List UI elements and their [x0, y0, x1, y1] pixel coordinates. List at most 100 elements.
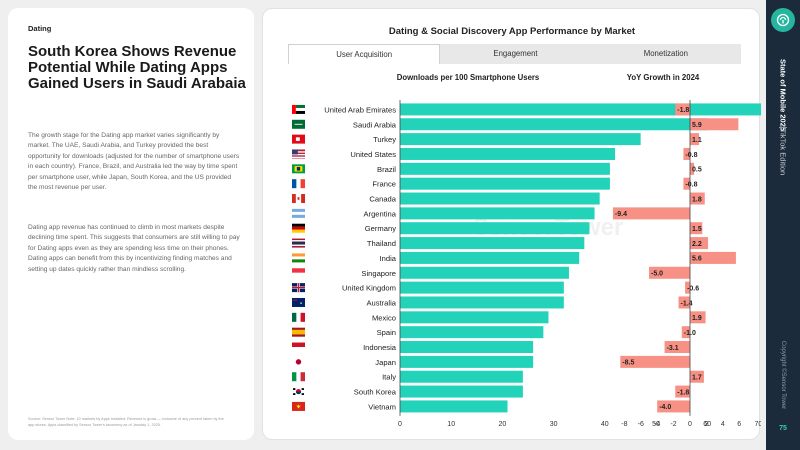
downloads-bar — [400, 370, 523, 383]
downloads-tick-label: 0 — [398, 421, 402, 428]
growth-data-label: 1.9 — [692, 315, 702, 322]
downloads-bar — [400, 296, 564, 309]
mexico-flag-icon-part — [300, 312, 305, 322]
brazil-flag-icon-part — [296, 167, 301, 171]
spain-flag-icon-part — [292, 334, 305, 337]
growth-bar — [675, 103, 690, 116]
spain-flag-icon — [292, 327, 305, 330]
report-title: State of Mobile 2025 — [778, 58, 788, 132]
singapore-flag-icon-part — [292, 272, 305, 278]
growth-data-label: -3.1 — [667, 345, 679, 352]
downloads-bar — [400, 147, 616, 160]
vietnam-flag-icon-star — [296, 403, 301, 409]
thailand-flag-icon — [292, 238, 305, 241]
growth-bar — [620, 355, 690, 368]
growth-tick-label: -2 — [670, 421, 676, 428]
downloads-bar — [400, 133, 641, 146]
usa-flag-icon-part — [292, 149, 298, 155]
uae-flag-icon-part — [295, 107, 305, 111]
category-label: Brazil — [377, 165, 396, 174]
downloads-tick-label: 50 — [652, 421, 660, 428]
growth-data-label: 2.2 — [692, 241, 702, 248]
growth-bar — [685, 281, 690, 294]
chart-panel: Dating & Social Discovery App Performanc… — [262, 8, 761, 440]
growth-data-label: -5.0 — [651, 271, 663, 278]
growth-bar — [690, 192, 705, 205]
growth-tick-label: 4 — [721, 421, 725, 428]
category-label: Canada — [369, 195, 396, 204]
growth-data-label: 0.5 — [692, 167, 702, 174]
category-label: South Korea — [354, 388, 397, 397]
usa-flag-icon-part — [292, 151, 305, 153]
growth-chart-title: YoY Growth in 2024 — [626, 73, 700, 82]
category-label: Vietnam — [368, 402, 396, 411]
tab-monetization[interactable]: Monetization — [643, 49, 688, 58]
growth-bar — [690, 370, 704, 383]
downloads-bar — [400, 281, 564, 294]
france-flag-icon-part — [300, 179, 305, 189]
growth-bar — [690, 118, 739, 131]
section-tag: Dating — [28, 24, 52, 33]
uk-flag-icon-part — [297, 283, 300, 293]
singapore-flag-icon — [292, 268, 305, 273]
downloads-bar — [400, 341, 534, 354]
germany-flag-icon-part — [292, 226, 305, 230]
edition-label: TikTok Edition — [778, 128, 788, 176]
growth-bar — [664, 341, 690, 354]
category-label: Turkey — [373, 135, 396, 144]
category-label: Japan — [375, 358, 396, 367]
category-label: Italy — [382, 373, 396, 382]
category-label: France — [372, 180, 396, 189]
south-korea-flag-icon-bottom — [295, 391, 302, 395]
growth-bar — [690, 251, 736, 264]
italy-flag-icon-part — [300, 372, 305, 382]
copyright: Copyright ©Sensor Tower — [780, 340, 786, 410]
downloads-chart-title: Downloads per 100 Smartphone Users — [396, 73, 540, 82]
italy-flag-icon-part — [296, 372, 301, 382]
downloads-bar — [400, 222, 590, 235]
downloads-bar — [400, 103, 761, 116]
downloads-bar — [400, 118, 708, 131]
downloads-tick-label: 30 — [550, 421, 558, 428]
uae-flag-icon-part — [295, 110, 305, 114]
turkey-flag-icon-part — [295, 137, 300, 141]
downloads-bar — [400, 207, 595, 220]
thailand-flag-icon-part — [292, 246, 305, 248]
tab-engagement[interactable]: Engagement — [493, 49, 538, 58]
growth-data-label: 5.9 — [692, 122, 702, 129]
category-label: United States — [350, 150, 396, 159]
downloads-bar — [400, 400, 508, 413]
downloads-bar — [400, 177, 610, 190]
downloads-tick-label: 10 — [447, 421, 455, 428]
side-bar: State of Mobile 2025 TikTok Edition Copy… — [766, 0, 800, 450]
growth-tick-label: -4 — [654, 421, 660, 428]
growth-bar — [612, 207, 690, 220]
growth-data-label: -4.0 — [659, 404, 671, 411]
growth-tick-label: 6 — [737, 421, 741, 428]
divider — [779, 127, 787, 128]
body-paragraph-1: The growth stage for the Dating app mark… — [28, 132, 240, 192]
category-label: Australia — [366, 298, 396, 307]
downloads-bar — [400, 266, 569, 279]
growth-bar — [690, 133, 700, 146]
category-label: Spain — [377, 328, 396, 337]
downloads-bar — [400, 311, 549, 324]
growth-bar — [690, 222, 703, 235]
growth-bar — [690, 311, 706, 324]
growth-tick-label: 0 — [688, 421, 692, 428]
indonesia-flag-icon-part — [292, 347, 305, 352]
category-label: Mexico — [372, 313, 396, 322]
category-label: India — [380, 254, 397, 263]
growth-bar — [649, 266, 690, 279]
canada-flag-icon-part — [297, 197, 300, 200]
growth-bar — [657, 400, 690, 413]
growth-data-label: -1.4 — [681, 300, 693, 307]
argentina-flag-icon — [292, 208, 305, 212]
growth-bar — [683, 147, 690, 160]
south-korea-flag-icon-part — [293, 393, 296, 395]
tab-user-acquisition[interactable]: User Acquisition — [288, 44, 441, 64]
growth-bar — [690, 162, 695, 175]
growth-data-label: 1.7 — [692, 375, 702, 382]
south-korea-flag-icon-part — [301, 388, 304, 390]
